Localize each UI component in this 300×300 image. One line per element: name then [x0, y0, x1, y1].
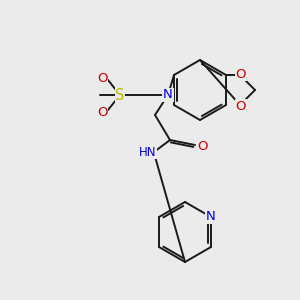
Text: S: S	[115, 88, 125, 103]
Text: N: N	[206, 211, 216, 224]
Text: O: O	[236, 68, 246, 80]
Text: O: O	[198, 140, 208, 152]
Text: O: O	[236, 100, 246, 112]
Text: HN: HN	[139, 146, 157, 158]
Text: N: N	[163, 88, 173, 101]
Text: O: O	[97, 71, 107, 85]
Text: O: O	[97, 106, 107, 118]
